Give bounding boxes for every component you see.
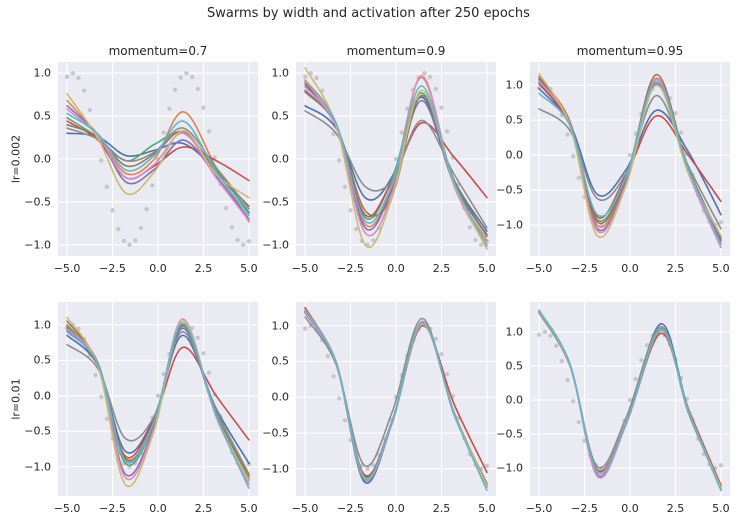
x-tick-label: −5.0 — [53, 262, 81, 275]
x-tick-label: 2.5 — [194, 502, 213, 515]
x-tick-label: −2.5 — [337, 262, 364, 275]
x-tick-label: 2.5 — [432, 262, 451, 275]
x-tick-label: 2.5 — [194, 262, 213, 275]
y-tick-label: −1.0 — [262, 238, 289, 252]
y-tick-label: 0.0 — [271, 152, 290, 166]
row-label-lr-0-01: lr=0.01 — [9, 378, 23, 420]
row-label-lr-0-002: lr=0.002 — [9, 134, 23, 184]
y-tick-label: 0.0 — [271, 390, 290, 404]
x-tick-label: −5.0 — [291, 262, 319, 275]
subplot-lr-0-01-momentum-0-7 — [58, 302, 258, 496]
figure-title: Swarms by width and activation after 250… — [207, 6, 530, 21]
y-tick-label: −1.0 — [262, 462, 289, 476]
x-tick-label: 5.0 — [478, 262, 496, 275]
subplot-lr-0-002-momentum-0-95 — [530, 62, 730, 256]
subplot-lr-0-002-momentum-0-7 — [58, 62, 258, 256]
x-tick-label: −5.0 — [291, 502, 319, 515]
y-tick-label: 1.0 — [505, 78, 524, 92]
x-tick-label: −5.0 — [525, 502, 553, 515]
swarm-line-pink — [66, 108, 250, 222]
subplot-lr-0-01-momentum-0-9 — [296, 302, 496, 496]
x-tick-label: 0.0 — [387, 502, 405, 515]
x-tick-label: −2.5 — [337, 502, 364, 515]
x-tick-label: 5.0 — [712, 502, 730, 515]
target-dots — [64, 70, 252, 248]
x-tick-label: 5.0 — [712, 262, 730, 275]
swarm-line-cyan — [304, 80, 488, 246]
x-tick-label: 0.0 — [149, 262, 167, 275]
x-tick-label: −2.5 — [99, 502, 126, 515]
subplot-lr-0-01-momentum-0-95 — [530, 302, 730, 496]
swarm-line-cyan — [66, 112, 250, 217]
x-tick-label: 0.0 — [149, 502, 167, 515]
y-tick-label: −1.0 — [496, 218, 523, 232]
x-tick-label: 0.0 — [621, 262, 639, 275]
swarm-line-cyan — [66, 322, 250, 489]
y-tick-label: −0.5 — [262, 195, 289, 209]
swarm-line-cyan — [538, 309, 722, 492]
swarm-line-cyan — [304, 309, 488, 492]
y-tick-label: −0.5 — [24, 424, 51, 438]
swarm-line-gold — [66, 93, 250, 199]
y-tick-label: 0.5 — [33, 109, 52, 123]
y-tick-label: 0.0 — [505, 148, 524, 162]
y-tick-label: 0.0 — [33, 389, 52, 403]
x-tick-label: 5.0 — [240, 502, 258, 515]
y-tick-label: 0.5 — [271, 354, 290, 368]
x-tick-label: 2.5 — [432, 502, 451, 515]
subplot-lr-0-002-momentum-0-9 — [296, 62, 496, 256]
x-tick-label: 5.0 — [240, 262, 258, 275]
y-tick-label: −0.5 — [496, 427, 523, 441]
x-tick-label: 0.0 — [387, 262, 405, 275]
y-tick-label: 0.5 — [33, 353, 52, 367]
y-tick-label: −0.5 — [496, 183, 523, 197]
y-tick-label: 1.0 — [271, 319, 290, 333]
x-tick-label: −2.5 — [571, 262, 598, 275]
y-tick-label: 0.5 — [505, 113, 524, 127]
y-tick-label: −0.5 — [24, 195, 51, 209]
y-tick-label: 1.0 — [33, 318, 52, 332]
y-tick-label: −1.0 — [496, 461, 523, 475]
y-tick-label: −1.0 — [24, 460, 51, 474]
x-tick-label: −5.0 — [525, 262, 553, 275]
swarm-line-cyan — [538, 80, 722, 246]
y-tick-label: 1.0 — [271, 66, 290, 80]
y-tick-label: −1.0 — [24, 238, 51, 252]
x-tick-label: 2.5 — [666, 262, 685, 275]
x-tick-label: 0.0 — [621, 502, 639, 515]
col-title-momentum-0-7: momentum=0.7 — [108, 44, 208, 58]
y-tick-label: 0.0 — [33, 152, 52, 166]
y-tick-label: 1.0 — [33, 66, 52, 80]
x-tick-label: 5.0 — [478, 502, 496, 515]
y-tick-label: 0.0 — [505, 393, 524, 407]
x-tick-label: −2.5 — [571, 502, 598, 515]
y-tick-label: 1.0 — [505, 325, 524, 339]
y-tick-label: 0.5 — [271, 109, 290, 123]
y-tick-label: 0.5 — [505, 359, 524, 373]
x-tick-label: −5.0 — [53, 502, 81, 515]
swarm-line-gray — [304, 110, 488, 229]
x-tick-label: 2.5 — [666, 502, 685, 515]
x-tick-label: −2.5 — [99, 262, 126, 275]
col-title-momentum-0-9: momentum=0.9 — [346, 44, 446, 58]
y-tick-label: −0.5 — [262, 426, 289, 440]
col-title-momentum-0-95: momentum=0.95 — [576, 44, 684, 58]
